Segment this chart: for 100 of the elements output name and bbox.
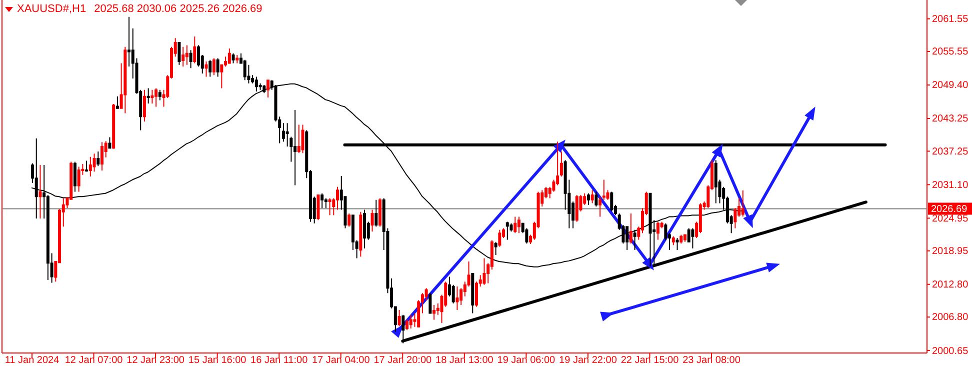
candlestick [100,142,104,172]
candlestick [228,48,231,64]
candlestick [714,160,718,204]
y-tick-label: 2055.55 [932,46,969,58]
candlestick [456,286,459,310]
candlestick [672,236,675,246]
candlestick [38,164,42,219]
x-tick-label: 11 Jan 2024 [4,355,60,366]
candlestick [108,136,112,149]
candlestick [232,52,235,64]
point [804,106,816,120]
x-tick-label: 19 Jan 06:00 [497,355,556,366]
candlestick [680,234,683,244]
candlestick [88,156,92,177]
candlestick [154,88,158,108]
point [553,140,566,153]
candlestick [77,166,80,192]
candlestick [586,192,590,206]
candlestick [398,309,401,327]
y-tick-label: 2061.55 [932,14,969,25]
x-tick-label: 15 Jan 16:00 [188,355,247,366]
candlestick [73,161,76,192]
x-tick-label: 19 Jan 22:00 [559,355,618,366]
candlestick [185,44,188,66]
candlestick [482,258,486,286]
x-tick-label: 22 Jan 15:00 [620,355,680,366]
candlestick [146,88,150,104]
candlestick [683,234,686,242]
candlestick [359,211,362,258]
candlestick [629,213,632,244]
candlestick [471,272,474,314]
chart-subtitle: 2025.68 2030.06 2025.26 2026.69 [94,3,262,15]
candlestick [297,124,300,154]
candlestick [602,179,606,200]
x-tick-label: 12 Jan 07:00 [64,355,124,366]
candlestick [189,50,192,69]
candlestick [282,122,285,142]
candlestick [594,191,598,207]
candlestick [266,80,270,98]
candlestick [96,150,100,167]
y-tick-label: 2049.40 [932,80,969,92]
candlestick [328,198,332,216]
candlestick [320,192,324,209]
candlestick [158,89,162,101]
y-tick-label: 2018.95 [932,246,969,258]
candlestick [324,198,328,209]
candlestick [193,36,196,64]
candlestick [301,124,304,154]
y-tick-label: 2043.25 [932,114,969,125]
candlestick [514,216,517,234]
candlestick [204,61,208,78]
candlestick [370,209,374,232]
candlestick [598,196,602,218]
candlestick [363,209,366,249]
y-tick-label: 2012.80 [932,280,969,291]
point [712,144,723,158]
candlestick [294,110,297,186]
x-tick-label: 17 Jan 20:00 [374,355,432,366]
candlestick [676,238,679,251]
candlestick [656,221,660,240]
ref-line-label: 2026.69 [931,204,968,216]
candlestick [150,89,154,104]
candlestick [247,64,250,84]
y-tick-label: 2031.10 [932,180,969,191]
candlestick [212,58,216,76]
y-tick-label: 2024.95 [932,213,969,224]
y-tick-label: 2000.65 [932,346,969,357]
candlestick [590,190,594,204]
candlestick [348,213,351,228]
candlestick [216,58,220,78]
candlestick [626,226,629,251]
x-tick-label: 23 Jan 08:00 [682,355,741,366]
candlestick [498,229,502,248]
candlestick [506,221,509,240]
y-tick-label: 2006.80 [932,312,969,324]
candlestick [494,241,498,256]
candlestick [741,190,744,217]
candlestick [560,150,563,177]
candlestick [517,216,520,234]
x-tick-label: 16 Jan 11:00 [250,355,308,366]
x-tick-label: 17 Jan 04:00 [312,355,370,366]
candlestick [633,229,636,251]
candlestick [182,46,185,67]
candlestick [34,138,38,219]
candlestick [92,153,96,172]
chart-title: XAUUSD#,H1 [17,3,86,15]
candlestick [691,228,694,249]
x-tick-label: 12 Jan 23:00 [126,355,185,366]
candlestick [124,46,127,114]
candlestick [374,199,378,228]
candlestick [236,54,239,64]
candlestick [406,319,409,331]
candlestick [208,59,212,78]
candlestick [85,160,88,172]
x-tick-label: 18 Jan 13:00 [436,355,494,366]
candlestick [116,96,119,109]
candlestick [142,89,146,122]
candlestick [432,304,436,320]
y-tick-label: 2037.25 [932,146,969,158]
candlestick [409,314,412,329]
